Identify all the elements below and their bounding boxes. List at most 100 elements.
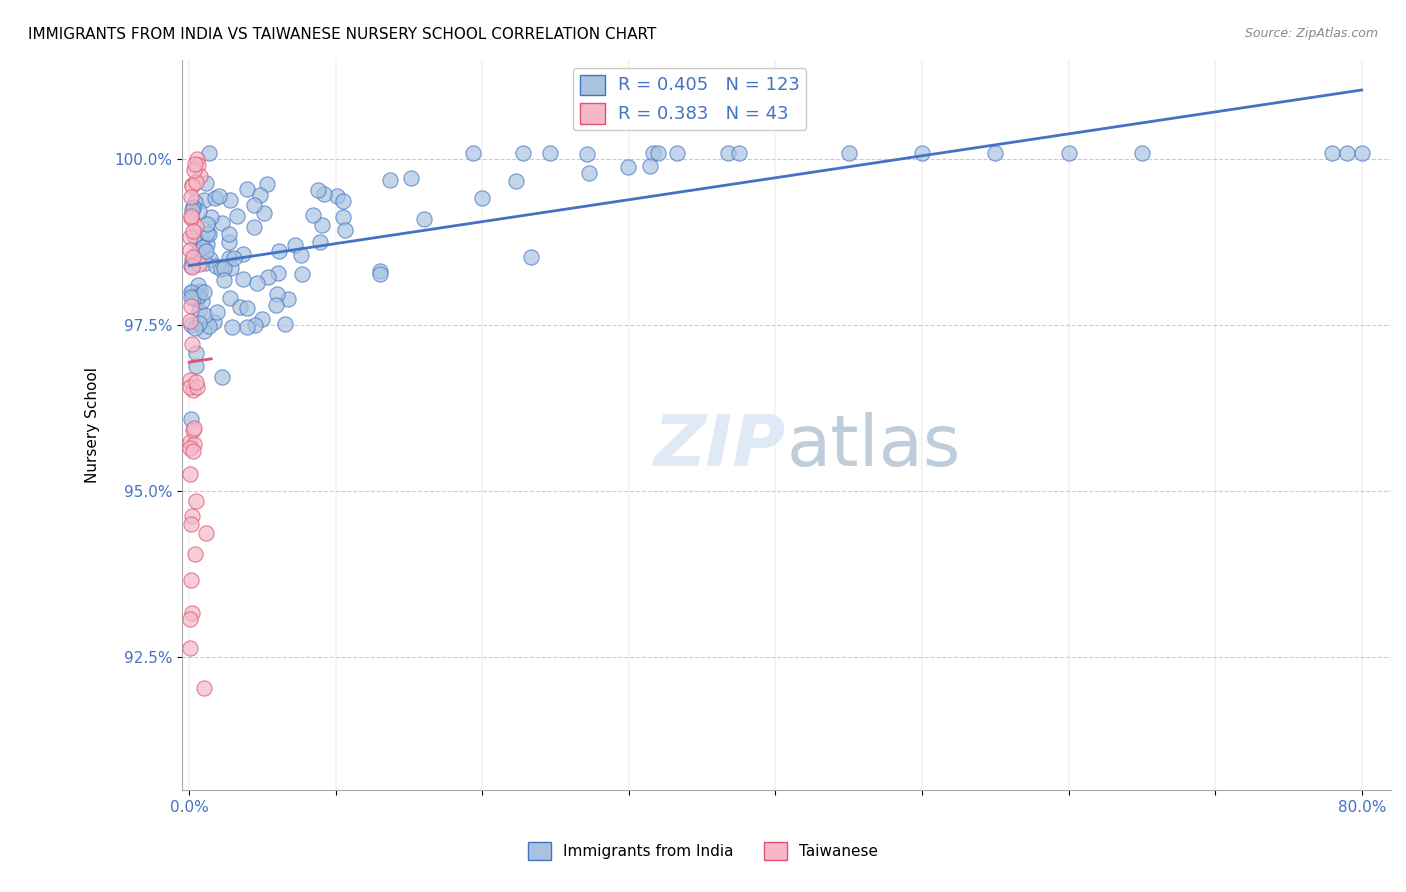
Point (179, 435, 201, 450)
Point (179, 243, 201, 257)
Point (180, 573, 202, 587)
Point (301, 208, 323, 222)
Point (193, 193, 215, 207)
Point (218, 227, 240, 242)
Point (207, 304, 229, 318)
Point (647, 145, 669, 160)
Point (208, 189, 231, 203)
Point (200, 210, 222, 224)
Point (181, 444, 204, 458)
Point (181, 224, 204, 238)
Point (184, 346, 207, 360)
Point (195, 217, 218, 231)
Point (728, 145, 751, 160)
Point (186, 493, 208, 508)
Point (181, 291, 204, 305)
Point (186, 175, 208, 189)
Point (666, 145, 689, 160)
Point (184, 359, 207, 373)
Point (193, 285, 215, 299)
Point (191, 294, 214, 309)
Y-axis label: Nursery School: Nursery School (86, 367, 100, 483)
Text: Source: ZipAtlas.com: Source: ZipAtlas.com (1244, 27, 1378, 40)
Point (1322, 145, 1344, 160)
Point (180, 517, 202, 532)
Point (538, 145, 561, 160)
Point (179, 640, 201, 655)
Text: atlas: atlas (786, 412, 960, 481)
Point (188, 204, 211, 219)
Point (188, 169, 211, 183)
Point (267, 244, 290, 259)
Point (380, 173, 402, 187)
Point (236, 182, 259, 196)
Point (284, 237, 307, 252)
Point (179, 380, 201, 394)
Point (198, 318, 221, 333)
Point (249, 188, 271, 202)
Point (180, 259, 202, 273)
Point (194, 525, 217, 540)
Point (184, 375, 207, 389)
Point (181, 423, 204, 437)
Point (219, 291, 242, 305)
Point (180, 211, 202, 226)
Point (188, 284, 211, 298)
Point (181, 203, 204, 218)
Point (218, 193, 240, 207)
Point (184, 548, 207, 562)
Point (180, 412, 202, 426)
Point (250, 312, 273, 326)
Point (576, 146, 599, 161)
Point (181, 337, 204, 351)
Point (219, 260, 242, 275)
Point (194, 244, 217, 259)
Point (180, 299, 202, 313)
Point (309, 235, 332, 249)
Point (332, 194, 354, 208)
Point (838, 145, 860, 160)
Point (180, 290, 202, 304)
Point (332, 210, 354, 224)
Point (193, 681, 215, 696)
Point (187, 277, 209, 292)
Point (181, 383, 204, 397)
Point (183, 437, 205, 451)
Point (399, 171, 422, 186)
Point (232, 272, 254, 286)
Point (505, 174, 527, 188)
Point (180, 606, 202, 620)
Point (183, 229, 205, 244)
Point (191, 240, 214, 254)
Point (186, 292, 208, 306)
Point (179, 229, 201, 244)
Point (205, 259, 228, 273)
Point (1057, 145, 1080, 160)
Text: ZIP: ZIP (654, 412, 786, 481)
Point (256, 178, 278, 192)
Point (519, 250, 541, 264)
Point (204, 191, 226, 205)
Point (181, 200, 204, 214)
Point (232, 247, 254, 261)
Point (197, 227, 219, 241)
Point (221, 319, 243, 334)
Point (180, 190, 202, 204)
Point (180, 285, 202, 299)
Point (266, 266, 288, 280)
Point (195, 226, 218, 240)
Point (180, 285, 202, 299)
Point (187, 257, 209, 271)
Point (368, 267, 391, 281)
Point (179, 612, 201, 626)
Point (188, 304, 211, 318)
Point (181, 179, 204, 194)
Point (183, 157, 205, 171)
Point (187, 245, 209, 260)
Point (218, 251, 240, 265)
Point (1350, 145, 1372, 160)
Point (181, 178, 204, 193)
Point (471, 191, 494, 205)
Point (264, 298, 287, 312)
Point (326, 189, 349, 203)
